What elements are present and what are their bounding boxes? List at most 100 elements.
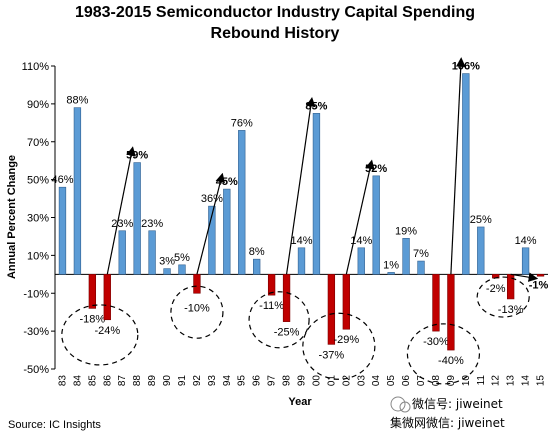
x-tick-label: 90: [162, 375, 173, 387]
bar: [447, 274, 455, 351]
bar: [327, 274, 336, 345]
x-tick-label: 84: [72, 375, 83, 387]
data-label: -18%: [80, 313, 106, 325]
x-tick-label: 15: [536, 375, 547, 387]
bar: [133, 162, 141, 275]
chart-title-line1: 1983-2015 Semiconductor Industry Capital…: [75, 4, 475, 21]
watermark-brand: 微信号: jiweinet: [412, 397, 503, 411]
x-tick-label: 09: [446, 375, 457, 387]
bar: [387, 272, 395, 275]
x-tick-label: 86: [102, 375, 113, 387]
bar: [536, 274, 545, 277]
rebound-arrow: [285, 96, 316, 275]
x-tick-label: 89: [147, 375, 158, 387]
data-label: 23%: [111, 218, 133, 230]
data-label: 14%: [290, 235, 312, 247]
bar: [103, 274, 111, 321]
data-label: 106%: [452, 61, 480, 73]
bar: [297, 247, 306, 275]
bar: [58, 186, 67, 275]
data-label: -13%: [498, 304, 524, 316]
x-tick-label: 93: [207, 375, 218, 387]
bar: [238, 130, 246, 275]
bar: [521, 247, 530, 275]
data-label: 14%: [515, 235, 537, 247]
data-label: 5%: [174, 252, 190, 264]
downturn-circle: [476, 276, 530, 318]
bar: [223, 188, 231, 275]
x-tick-label: 00: [311, 375, 322, 387]
chart-title-line2: Rebound History: [211, 25, 340, 42]
bar: [118, 230, 126, 275]
data-label: -30%: [423, 336, 449, 348]
rebound-arrow: [450, 57, 466, 275]
data-label: 1%: [383, 259, 399, 271]
bar: [193, 274, 201, 294]
y-tick-label: 30%: [27, 213, 49, 225]
data-label: 36%: [201, 193, 223, 205]
x-tick-label: 97: [267, 375, 278, 387]
data-label: 25%: [470, 214, 492, 226]
x-tick-label: 96: [252, 375, 263, 387]
bar: [417, 260, 425, 275]
x-tick-label: 10: [461, 375, 472, 387]
bar: [432, 274, 440, 332]
downturn-circle: [302, 312, 376, 380]
bar: [178, 264, 186, 275]
wechat-watermark: 微信号: jiweinet 集微网微信: jiweinet: [390, 396, 505, 430]
data-label: 59%: [126, 150, 148, 162]
bar: [73, 107, 82, 275]
data-label: -11%: [259, 300, 284, 312]
x-tick-label: 88: [132, 375, 143, 387]
bar: [357, 247, 365, 275]
x-tick-label: 11: [476, 375, 487, 386]
data-label: 14%: [350, 235, 372, 247]
x-tick-label: 87: [117, 375, 128, 387]
y-tick-label: 70%: [27, 137, 49, 149]
rebound-arrow: [196, 172, 225, 275]
x-tick-label: 03: [356, 375, 367, 387]
x-tick-label: 91: [177, 375, 188, 387]
data-label: -37%: [319, 349, 345, 361]
x-tick-label: 99: [297, 375, 308, 387]
x-tick-label: 07: [416, 375, 427, 387]
bar: [163, 268, 171, 275]
wechat-icon: [390, 396, 406, 412]
bar: [208, 205, 216, 275]
data-label: 8%: [249, 246, 265, 258]
data-label: 76%: [231, 117, 253, 129]
data-label: 85%: [305, 100, 327, 112]
bar: [372, 175, 380, 275]
bar: [267, 274, 276, 296]
x-tick-label: 14: [521, 375, 532, 387]
y-tick-label: 90%: [27, 99, 49, 111]
x-tick-label: 06: [401, 375, 412, 387]
x-axis-title: Year: [288, 396, 312, 408]
rebound-arrow: [106, 146, 136, 275]
x-tick-label: 08: [431, 375, 442, 387]
downturn-circle: [61, 304, 139, 366]
downturn-circle: [406, 323, 481, 385]
rebound-arrow: [510, 272, 539, 282]
bar: [88, 274, 97, 309]
data-label: -40%: [438, 355, 464, 367]
x-tick-label: 13: [506, 375, 517, 387]
data-label: 3%: [159, 256, 175, 268]
bar: [312, 113, 321, 275]
y-tick-label: -10%: [23, 288, 49, 300]
data-label: -1%: [529, 279, 549, 291]
data-label: 19%: [395, 225, 417, 237]
x-tick-label: 85: [87, 375, 98, 387]
y-tick-label: -30%: [23, 326, 49, 338]
y-axis-title: Annual Percent Change: [6, 155, 18, 279]
bar: [477, 226, 485, 275]
data-label: 23%: [141, 218, 163, 230]
bar: [148, 230, 156, 275]
x-tick-label: 94: [222, 375, 233, 387]
data-label: 88%: [66, 95, 88, 107]
bar: [282, 274, 291, 322]
data-label: -25%: [274, 327, 300, 339]
downturn-circle: [170, 285, 224, 339]
x-tick-label: 01: [326, 375, 337, 387]
